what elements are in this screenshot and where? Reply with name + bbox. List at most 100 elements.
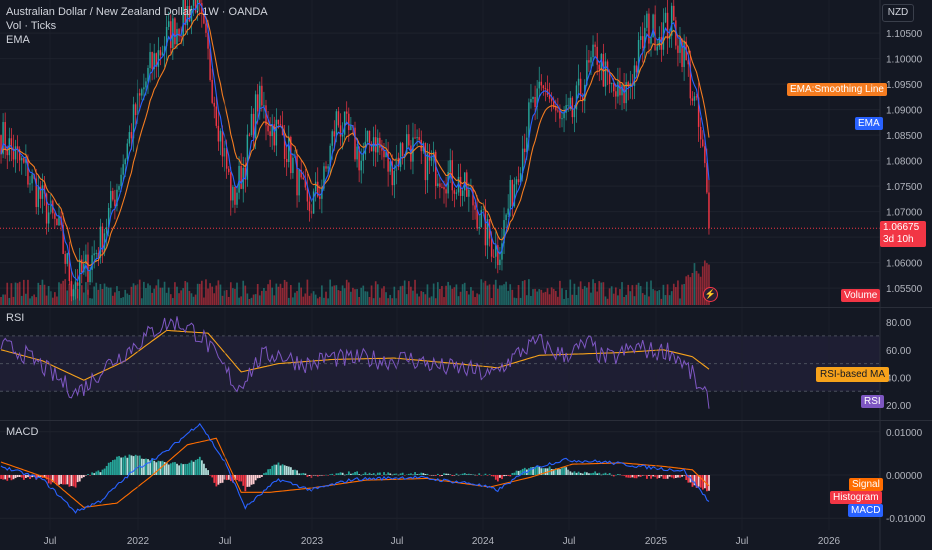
macd-histogram-bar (447, 473, 450, 475)
macd-histogram-bar (105, 465, 108, 475)
candle-body (0, 135, 2, 155)
volume-bar (203, 297, 205, 305)
volume-bar (198, 283, 201, 305)
macd-histogram-bar (536, 465, 539, 475)
volume-bar (590, 292, 592, 305)
candle-body (474, 205, 476, 210)
macd-histogram-bar (488, 474, 491, 475)
volume-bar (327, 298, 329, 305)
volume-bar (525, 295, 528, 305)
macd-histogram-bar (561, 467, 563, 475)
macd-histogram-bar (571, 472, 574, 475)
volume-bar (695, 270, 698, 305)
macd-histogram-bar (608, 473, 611, 475)
volume-bar (300, 287, 303, 305)
volume-bar (602, 282, 605, 305)
flash-icon[interactable]: ⚡ (703, 287, 718, 302)
macd-histogram-bar (16, 475, 19, 478)
volume-bar (205, 279, 207, 305)
macd-legend[interactable]: MACD (6, 426, 39, 438)
volume-bar (27, 279, 29, 305)
volume-bar (39, 284, 42, 305)
macd-histogram-bar (269, 468, 272, 475)
volume-bar (277, 286, 280, 305)
volume-bar (192, 296, 195, 305)
ema-legend[interactable]: EMA (6, 34, 30, 46)
candle-body (505, 214, 507, 221)
candle-body (323, 166, 325, 189)
candle-body (300, 169, 302, 178)
volume-bar (499, 285, 501, 305)
candle-body (296, 155, 298, 196)
volume-bar (436, 282, 439, 305)
candle-body (35, 178, 37, 208)
macd-histogram-bar (157, 460, 160, 475)
currency-button[interactable]: NZD (882, 4, 914, 22)
volume-bar (174, 282, 176, 305)
volume-bar (256, 283, 259, 305)
candle-body (416, 137, 418, 139)
volume-bar (381, 288, 383, 305)
candle-body (683, 41, 685, 67)
macd-histogram-bar (78, 475, 81, 482)
candle-body (555, 107, 557, 111)
volume-bar (509, 284, 512, 305)
macd-histogram-bar (528, 468, 530, 475)
candle-body (691, 98, 694, 101)
volume-bar (91, 298, 93, 305)
macd-histogram-bar (271, 465, 274, 475)
volume-bar (397, 290, 400, 305)
volume-bar (414, 279, 416, 305)
candle-body (526, 137, 528, 153)
volume-bar (333, 285, 336, 305)
symbol-title[interactable]: Australian Dollar / New Zealand Dollar ·… (6, 6, 268, 18)
pane-divider[interactable] (0, 307, 932, 308)
volume-bar (650, 280, 652, 305)
volume-bar (691, 272, 694, 305)
macd-histogram-bar (412, 474, 414, 476)
macd-histogram-bar (29, 475, 31, 479)
price-axis-label: 1.10500 (886, 29, 923, 40)
volume-bar (298, 282, 300, 305)
macd-histogram-bar (6, 475, 9, 481)
macd-histogram-bar (51, 475, 54, 483)
macd-histogram-bar (196, 458, 199, 475)
macd-histogram-bar (35, 475, 38, 480)
macd-histogram-bar (244, 475, 247, 492)
macd-histogram-bar (93, 473, 96, 475)
volume-legend[interactable]: Vol · Ticks (6, 20, 57, 32)
macd-histogram-bar (478, 473, 481, 475)
volume-bar (304, 293, 307, 305)
volume-bar (41, 279, 44, 305)
macd-histogram-bar (203, 463, 205, 475)
macd-histogram-bar (675, 475, 677, 479)
rsi-legend[interactable]: RSI (6, 312, 25, 324)
volume-bar (693, 263, 696, 305)
volume-bar (393, 286, 396, 305)
volume-bar (126, 293, 129, 305)
candle-body (528, 102, 530, 138)
candle-body (368, 130, 371, 145)
candle-body (194, 0, 197, 12)
candle-body (393, 170, 396, 186)
macd-histogram-bar (629, 475, 632, 478)
volume-tag: Volume (841, 289, 881, 302)
candle-body (238, 165, 240, 193)
volume-bar (302, 296, 305, 305)
macd-histogram-bar (534, 466, 537, 475)
candle-body (66, 253, 68, 264)
macd-histogram-bar (499, 475, 501, 478)
candle-body (345, 111, 348, 114)
volume-bar (217, 280, 220, 305)
volume-bar (169, 294, 172, 305)
volume-bar (159, 287, 162, 305)
candle-body (265, 105, 267, 126)
volume-bar (105, 286, 108, 305)
macd-histogram-bar (192, 461, 195, 475)
volume-bar (654, 290, 656, 305)
candle-body (476, 209, 478, 229)
macd-histogram-bar (643, 475, 646, 476)
candle-body (292, 157, 294, 174)
pane-divider[interactable] (0, 420, 932, 421)
